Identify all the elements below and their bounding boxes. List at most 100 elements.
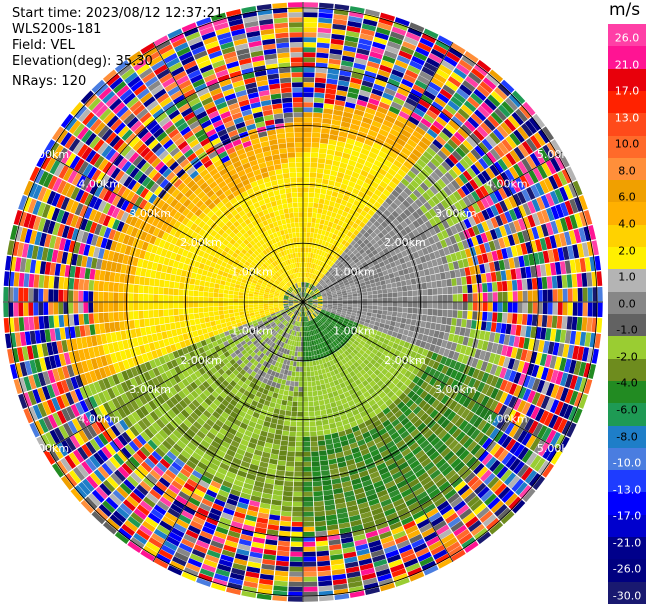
range-gate xyxy=(457,310,463,319)
range-gate xyxy=(319,279,324,285)
range-gate xyxy=(324,93,336,100)
range-gate xyxy=(309,290,313,295)
range-gate xyxy=(591,240,599,256)
range-gate xyxy=(346,250,353,256)
range-gate xyxy=(568,182,578,198)
range-gate xyxy=(353,236,360,243)
range-gate xyxy=(313,197,320,204)
range-gate xyxy=(510,324,517,336)
range-gate xyxy=(425,321,432,329)
range-gate xyxy=(409,134,421,144)
range-gate xyxy=(307,300,313,302)
range-gate xyxy=(516,279,523,291)
range-gate xyxy=(303,167,310,173)
range-gate xyxy=(340,199,348,206)
range-gate xyxy=(442,309,448,317)
range-gate xyxy=(353,199,361,207)
range-gate xyxy=(365,189,374,198)
range-gate xyxy=(318,580,333,587)
range-gate xyxy=(283,420,291,426)
range-gate xyxy=(512,233,520,245)
range-gate xyxy=(577,243,585,258)
range-gate xyxy=(561,168,572,184)
range-gate xyxy=(317,260,322,266)
range-gate xyxy=(421,66,435,77)
range-gate xyxy=(345,286,351,291)
range-gate xyxy=(349,154,359,162)
range-gate xyxy=(321,282,327,287)
range-gate xyxy=(304,262,308,268)
range-gate xyxy=(360,210,368,217)
range-gate xyxy=(362,18,378,27)
range-gate xyxy=(332,18,347,26)
range-gate xyxy=(314,510,325,517)
range-gate xyxy=(373,220,381,228)
range-gate xyxy=(335,197,343,204)
range-gate xyxy=(323,489,334,496)
range-gate xyxy=(394,321,401,328)
range-gate xyxy=(459,158,470,170)
range-gate xyxy=(300,346,303,352)
range-gate xyxy=(336,140,346,148)
range-gate xyxy=(414,198,424,208)
range-gate xyxy=(305,257,308,263)
range-gate xyxy=(559,186,569,202)
range-gate xyxy=(377,224,385,232)
range-gate xyxy=(545,207,555,222)
range-gate xyxy=(452,294,458,302)
range-gate xyxy=(477,141,489,154)
range-gate xyxy=(362,224,370,232)
range-gate xyxy=(275,560,289,567)
range-gate xyxy=(396,215,404,224)
range-gate xyxy=(311,222,316,228)
range-gate xyxy=(469,266,476,276)
range-gate xyxy=(295,346,299,352)
range-gate xyxy=(480,232,489,243)
range-gate xyxy=(512,302,518,313)
range-gate xyxy=(315,178,323,184)
range-gate xyxy=(344,40,358,48)
range-gate xyxy=(372,142,382,151)
range-gate xyxy=(370,231,377,239)
range-gate xyxy=(503,223,512,236)
range-gate xyxy=(540,264,547,277)
range-gate xyxy=(309,273,313,279)
range-gate xyxy=(396,264,403,271)
range-gate xyxy=(520,123,533,137)
range-gate xyxy=(308,247,312,253)
range-gate xyxy=(334,273,340,279)
range-gate xyxy=(441,279,447,288)
range-gate xyxy=(504,169,515,182)
range-gate xyxy=(374,263,381,270)
range-gate xyxy=(303,561,317,567)
range-gate xyxy=(341,259,348,266)
range-gate xyxy=(410,166,420,176)
range-gate xyxy=(363,194,371,202)
range-gate xyxy=(359,267,366,273)
range-gate xyxy=(478,157,489,170)
range-gate xyxy=(313,500,324,507)
range-gate xyxy=(288,576,303,582)
range-gate xyxy=(444,172,455,183)
range-gate xyxy=(433,182,443,192)
range-gate xyxy=(438,248,446,257)
range-gate xyxy=(542,289,548,302)
range-gate xyxy=(403,234,411,242)
range-gate xyxy=(323,276,328,281)
range-gate xyxy=(292,396,298,402)
range-gate xyxy=(371,120,382,129)
range-gate xyxy=(336,277,342,282)
range-gate xyxy=(458,143,470,155)
range-gate xyxy=(297,396,303,402)
range-gate xyxy=(285,471,294,477)
range-gate xyxy=(349,82,361,90)
range-gate xyxy=(573,228,582,244)
range-gate xyxy=(387,168,397,177)
range-gate xyxy=(356,239,363,246)
range-gate xyxy=(531,213,541,226)
range-gate xyxy=(551,315,558,329)
range-gate xyxy=(357,255,364,261)
range-gate xyxy=(492,282,498,292)
range-gate xyxy=(308,411,315,417)
range-gate xyxy=(429,124,441,135)
